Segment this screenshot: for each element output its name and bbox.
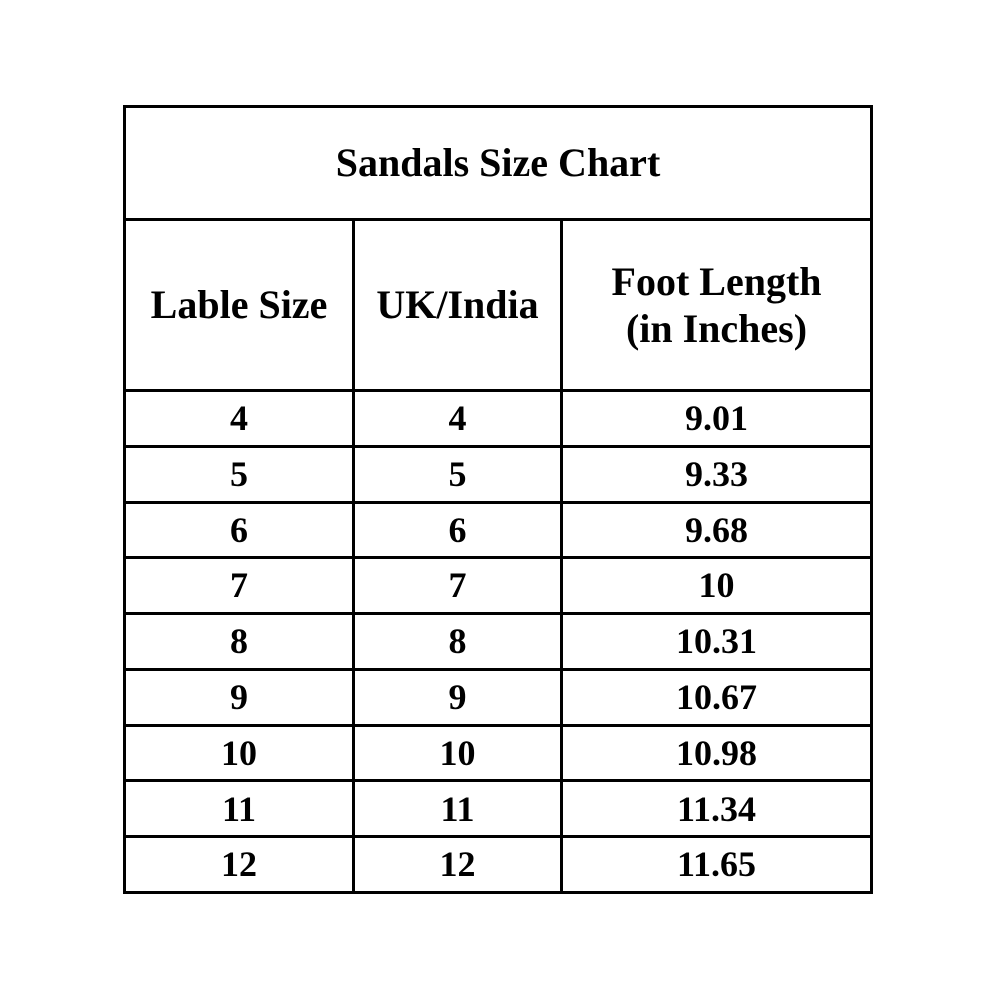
table-cell: 10.31	[559, 612, 874, 671]
table-cell: 7	[123, 556, 355, 616]
table-cell: 9.68	[559, 500, 874, 560]
column-header-lable-size: Lable Size	[123, 218, 355, 392]
table-cell: 9	[123, 667, 355, 727]
column-header-foot-length: Foot Length (in Inches)	[559, 218, 874, 392]
table-row: 4 4 9.01	[123, 389, 874, 448]
column-header-uk-india: UK/India	[352, 218, 563, 392]
table-row: 10 10 10.98	[123, 723, 874, 783]
column-header-foot-length-line2: (in Inches)	[625, 306, 808, 351]
table-cell: 11.65	[559, 835, 874, 894]
table-cell: 8	[352, 612, 563, 671]
table-cell: 10	[559, 556, 874, 616]
table-row: 9 9 10.67	[123, 667, 874, 727]
table-cell: 12	[123, 835, 355, 894]
table-cell: 10	[123, 723, 355, 783]
table-cell: 4	[123, 389, 355, 448]
table-cell: 8	[123, 612, 355, 671]
table-cell: 7	[352, 556, 563, 616]
table-cell: 9.33	[559, 444, 874, 504]
table-cell: 11	[123, 779, 355, 839]
table-row: 7 7 10	[123, 556, 874, 616]
title-row: Sandals Size Chart	[122, 105, 874, 221]
table-row: 6 6 9.68	[123, 500, 874, 560]
table-cell: 11	[352, 779, 563, 839]
table-cell: 10.67	[559, 667, 874, 727]
size-chart-table: Sandals Size Chart Lable Size UK/India F…	[122, 105, 874, 894]
table-cell: 12	[352, 835, 563, 894]
header-row: Lable Size UK/India Foot Length (in Inch…	[123, 218, 874, 392]
table-row: 5 5 9.33	[123, 444, 874, 504]
table-cell: 6	[352, 500, 563, 560]
table-body: 4 4 9.01 5 5 9.33 6 6 9.68 7 7 10 8 8 10.31 9 9 10.67 10 10…	[123, 389, 874, 894]
table-row: 12 12 11.65	[123, 835, 874, 894]
table-cell: 9.01	[559, 389, 874, 448]
table-cell: 9	[352, 667, 563, 727]
table-cell: 5	[352, 444, 563, 504]
table-cell: 4	[352, 389, 563, 448]
column-header-foot-length-line1: Foot Length	[611, 258, 822, 304]
table-row: 11 11 11.34	[123, 779, 874, 839]
table-cell: 5	[123, 444, 355, 504]
table-cell: 10	[352, 723, 563, 783]
table-cell: 11.34	[559, 779, 874, 839]
table-cell: 6	[123, 500, 355, 560]
table-row: 8 8 10.31	[123, 612, 874, 671]
table-title: Sandals Size Chart	[122, 105, 874, 221]
table-cell: 10.98	[559, 723, 874, 783]
